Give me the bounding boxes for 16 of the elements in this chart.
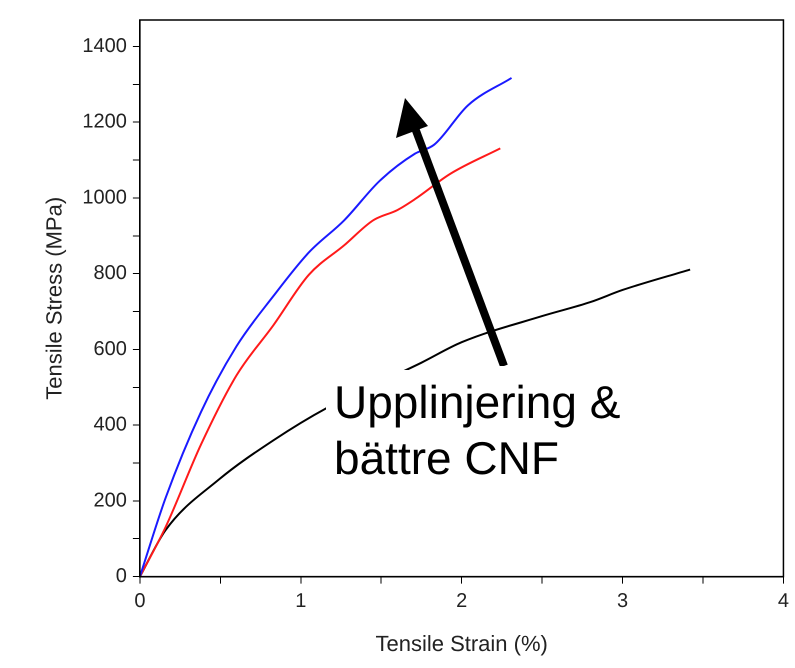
x-tick-label: 2 xyxy=(456,590,468,612)
y-tick-label: 1000 xyxy=(82,186,127,208)
y-tick-label: 1400 xyxy=(82,35,127,58)
y-axis-title: Tensile Stress (MPa) xyxy=(41,196,66,400)
x-tick-label: 1 xyxy=(295,590,306,612)
y-tick-label: 200 xyxy=(94,489,127,512)
x-tick-label: 3 xyxy=(616,590,628,612)
y-tick-label: 0 xyxy=(116,565,127,588)
y-tick-label: 400 xyxy=(94,414,127,436)
x-tick-label: 0 xyxy=(134,590,146,612)
x-axis-title: Tensile Strain (%) xyxy=(375,630,548,656)
x-tick-label: 4 xyxy=(778,590,789,612)
y-tick-label: 1200 xyxy=(82,110,127,133)
y-tick-label: 800 xyxy=(94,262,127,284)
annotation: Upplinjering & bättre CNF xyxy=(326,370,707,490)
y-tick-label: 600 xyxy=(94,338,127,360)
